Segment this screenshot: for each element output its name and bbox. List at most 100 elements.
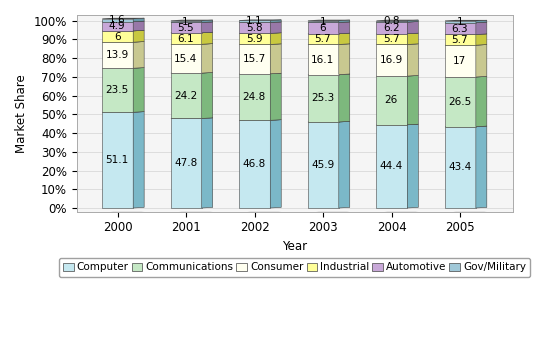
- Polygon shape: [202, 32, 213, 44]
- Text: 6.2: 6.2: [383, 23, 399, 33]
- Polygon shape: [476, 126, 487, 208]
- Polygon shape: [171, 212, 213, 213]
- Polygon shape: [239, 73, 281, 74]
- Text: 4.9: 4.9: [109, 21, 125, 31]
- Polygon shape: [239, 22, 270, 33]
- Text: 6.3: 6.3: [452, 24, 468, 34]
- Text: 13.9: 13.9: [106, 50, 129, 60]
- Text: 24.8: 24.8: [243, 92, 266, 102]
- Text: 15.4: 15.4: [174, 54, 197, 64]
- Polygon shape: [377, 33, 419, 34]
- Polygon shape: [239, 44, 270, 74]
- Polygon shape: [476, 34, 487, 45]
- Polygon shape: [476, 44, 487, 77]
- X-axis label: Year: Year: [282, 240, 307, 253]
- Polygon shape: [270, 44, 281, 74]
- Polygon shape: [339, 74, 350, 122]
- Text: 15.7: 15.7: [243, 54, 266, 64]
- Polygon shape: [339, 33, 350, 44]
- Polygon shape: [102, 19, 133, 22]
- Polygon shape: [171, 21, 202, 22]
- Polygon shape: [308, 75, 339, 122]
- Text: 5.7: 5.7: [383, 34, 399, 44]
- Text: 0.8: 0.8: [383, 16, 399, 26]
- Polygon shape: [476, 22, 487, 35]
- Polygon shape: [270, 120, 281, 208]
- Text: 5.5: 5.5: [177, 23, 194, 33]
- Polygon shape: [408, 33, 419, 44]
- Polygon shape: [445, 45, 476, 77]
- Polygon shape: [270, 73, 281, 120]
- Polygon shape: [308, 212, 350, 213]
- Polygon shape: [445, 34, 487, 35]
- Polygon shape: [102, 67, 144, 68]
- Polygon shape: [308, 34, 339, 44]
- Text: 5.7: 5.7: [452, 35, 468, 45]
- Polygon shape: [445, 22, 487, 23]
- Text: 6.1: 6.1: [177, 34, 194, 43]
- Text: 45.9: 45.9: [311, 160, 334, 170]
- Polygon shape: [171, 32, 213, 33]
- Polygon shape: [171, 44, 202, 73]
- Polygon shape: [445, 77, 476, 127]
- Polygon shape: [476, 76, 487, 127]
- Polygon shape: [239, 74, 270, 120]
- Polygon shape: [239, 20, 270, 22]
- Text: 1: 1: [320, 17, 326, 26]
- Polygon shape: [239, 212, 281, 213]
- Polygon shape: [445, 23, 476, 35]
- Polygon shape: [102, 21, 144, 22]
- Polygon shape: [133, 42, 144, 68]
- Text: 5.9: 5.9: [246, 34, 262, 44]
- Polygon shape: [377, 125, 408, 208]
- Text: 6: 6: [320, 23, 326, 33]
- Polygon shape: [445, 212, 487, 213]
- Polygon shape: [445, 20, 487, 21]
- Polygon shape: [408, 124, 419, 208]
- Polygon shape: [377, 34, 408, 44]
- Text: 26: 26: [384, 96, 398, 105]
- Polygon shape: [408, 20, 419, 22]
- Text: 1.6: 1.6: [109, 15, 125, 25]
- Text: 26.5: 26.5: [448, 97, 471, 107]
- Polygon shape: [445, 76, 487, 77]
- Polygon shape: [133, 67, 144, 112]
- Polygon shape: [377, 76, 408, 125]
- Text: 23.5: 23.5: [106, 85, 129, 95]
- Polygon shape: [102, 18, 144, 19]
- Text: 47.8: 47.8: [174, 158, 197, 168]
- Polygon shape: [133, 18, 144, 22]
- Polygon shape: [202, 20, 213, 22]
- Polygon shape: [102, 31, 133, 42]
- Text: 17: 17: [453, 56, 466, 66]
- Polygon shape: [202, 73, 213, 118]
- Polygon shape: [377, 21, 419, 22]
- Polygon shape: [308, 74, 350, 75]
- Polygon shape: [445, 44, 487, 45]
- Polygon shape: [377, 212, 419, 213]
- Polygon shape: [308, 122, 339, 208]
- Text: 1: 1: [456, 17, 463, 27]
- Polygon shape: [377, 44, 408, 76]
- Polygon shape: [377, 20, 419, 21]
- Polygon shape: [408, 21, 419, 34]
- Polygon shape: [476, 20, 487, 23]
- Text: 16.1: 16.1: [311, 55, 334, 64]
- Text: 1: 1: [182, 17, 189, 26]
- Text: 1.1: 1.1: [246, 17, 262, 26]
- Polygon shape: [308, 22, 339, 34]
- Polygon shape: [202, 118, 213, 208]
- Polygon shape: [377, 21, 408, 22]
- Polygon shape: [339, 22, 350, 34]
- Polygon shape: [133, 30, 144, 42]
- Polygon shape: [171, 73, 202, 118]
- Polygon shape: [102, 212, 144, 213]
- Y-axis label: Market Share: Market Share: [15, 74, 28, 153]
- Polygon shape: [270, 22, 281, 33]
- Polygon shape: [377, 124, 419, 125]
- Polygon shape: [270, 20, 281, 22]
- Text: 46.8: 46.8: [243, 159, 266, 169]
- Text: 44.4: 44.4: [379, 161, 403, 172]
- Polygon shape: [445, 21, 476, 23]
- Polygon shape: [171, 20, 213, 21]
